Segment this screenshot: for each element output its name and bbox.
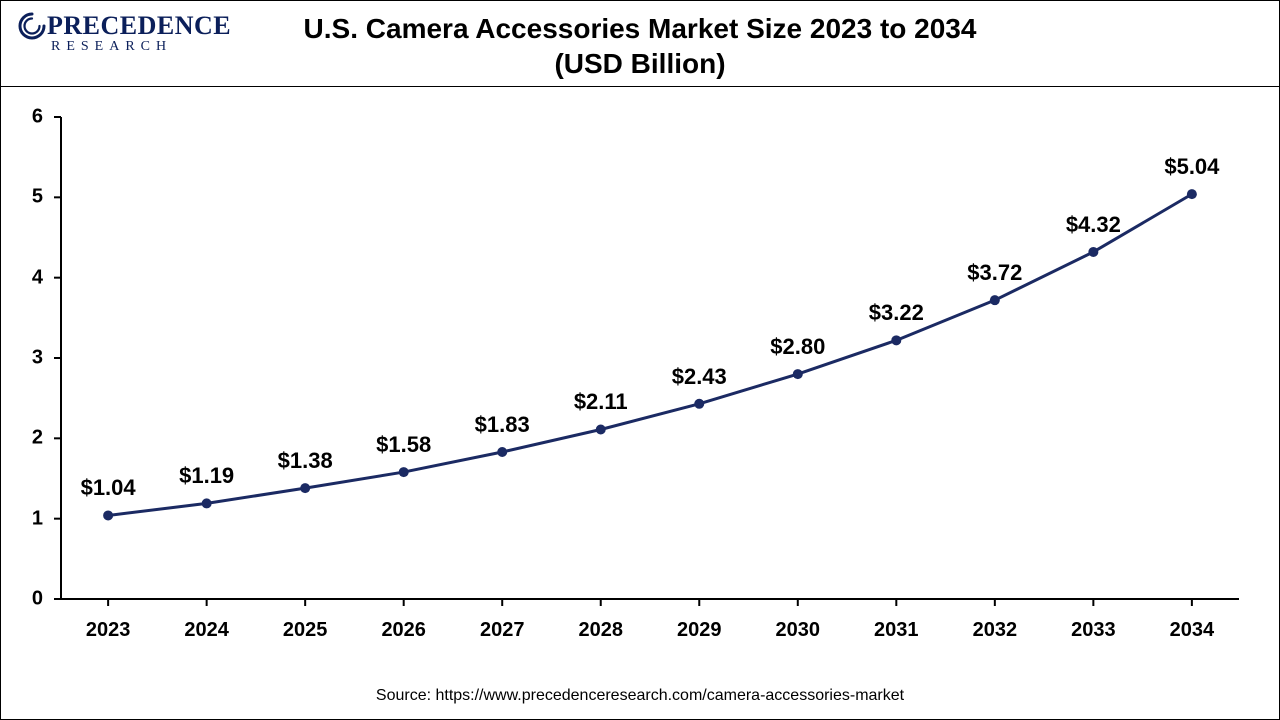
- x-tick-label: 2026: [381, 619, 426, 642]
- logo-block: PRECEDENCE RESEARCH: [17, 11, 231, 55]
- source-text: Source: https://www.precedenceresearch.c…: [1, 687, 1279, 705]
- plot-svg: [61, 117, 1239, 599]
- y-tick-label: 0: [32, 588, 43, 611]
- data-label: $5.04: [1164, 154, 1219, 180]
- x-tick-label: 2029: [677, 619, 722, 642]
- data-label: $1.58: [376, 432, 431, 458]
- chart-area: 0 1 2 3 4 5 6 2023 2024 2025 2026 2027 2028 2029 2030 2…: [1, 87, 1279, 669]
- data-label: $2.80: [770, 334, 825, 360]
- y-tick-label: 2: [32, 427, 43, 450]
- x-tick-label: 2024: [184, 619, 229, 642]
- data-label: $1.83: [475, 412, 530, 438]
- chart-container: PRECEDENCE RESEARCH U.S. Camera Accessor…: [0, 0, 1280, 720]
- brand-logo: PRECEDENCE RESEARCH: [17, 11, 231, 55]
- x-tick-label: 2030: [776, 619, 821, 642]
- data-label: $1.38: [278, 448, 333, 474]
- y-tick-label: 6: [32, 106, 43, 129]
- x-tick-label: 2032: [973, 619, 1018, 642]
- data-label: $2.11: [574, 389, 628, 415]
- x-tick-label: 2025: [283, 619, 328, 642]
- data-label: $1.19: [179, 463, 234, 489]
- y-tick-label: 3: [32, 347, 43, 370]
- header: PRECEDENCE RESEARCH U.S. Camera Accessor…: [1, 1, 1279, 87]
- logo-swirl-icon: [17, 11, 47, 41]
- data-label: $3.22: [869, 300, 924, 326]
- data-label: $1.04: [81, 475, 136, 501]
- brand-name: PRECEDENCE: [47, 11, 231, 41]
- plot-region: 0123456202320242025202620272028202920302…: [61, 117, 1239, 599]
- data-label: $2.43: [672, 364, 727, 390]
- y-tick-label: 1: [32, 507, 43, 530]
- data-label: $4.32: [1066, 212, 1121, 238]
- x-tick-label: 2033: [1071, 619, 1116, 642]
- y-tick-label: 4: [32, 266, 43, 289]
- x-tick-label: 2034: [1170, 619, 1215, 642]
- x-tick-label: 2028: [578, 619, 623, 642]
- x-tick-label: 2031: [874, 619, 919, 642]
- x-tick-label: 2023: [86, 619, 131, 642]
- x-tick-label: 2027: [480, 619, 525, 642]
- data-label: $3.72: [967, 260, 1022, 286]
- y-tick-label: 5: [32, 186, 43, 209]
- brand-sub: RESEARCH: [51, 39, 231, 55]
